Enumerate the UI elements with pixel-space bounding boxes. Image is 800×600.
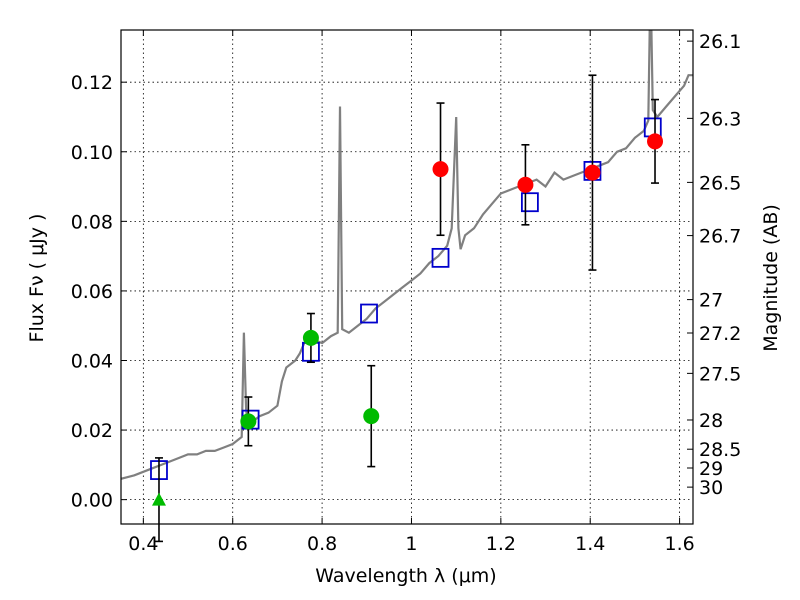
spectrum-line: [121, 30, 693, 480]
y-tick-label: 0.10: [71, 142, 113, 164]
magnitude-tick-label: 29: [699, 458, 723, 480]
points-layer: [150, 74, 664, 543]
model-square-marker: [520, 192, 539, 213]
grid-layer: [121, 30, 693, 524]
y-tick-label: 0.12: [71, 72, 113, 94]
magnitude-tick-label: 28.5: [699, 439, 741, 461]
magnitude-tick-label: 28: [699, 410, 723, 432]
x-axis-label: Wavelength λ (μm): [315, 565, 496, 587]
nir-flux-marker: [647, 133, 664, 150]
nir-flux-marker: [432, 161, 449, 178]
model-square-marker: [360, 303, 378, 324]
magnitude-tick-label: 26.5: [699, 172, 741, 194]
model-square-marker: [431, 247, 450, 268]
magnitude-tick-label: 27.2: [699, 323, 741, 345]
x-tick-label: 1.4: [575, 533, 605, 555]
y-tick-label: 0.00: [71, 490, 113, 512]
y-tick-label: 0.02: [71, 420, 113, 442]
magnitude-tick-label: 26.3: [699, 108, 741, 130]
optical-flux-marker: [240, 413, 257, 430]
magnitude-tick-label: 27.5: [699, 363, 741, 385]
nir-flux-marker: [517, 176, 534, 193]
x-tick-label: 1: [405, 533, 417, 555]
y-tick-label: 0.08: [71, 211, 113, 233]
axes-layer: 0.4 0.6 0.8 1 1.2 1.4 1.6 0.00 0.02 0.04 0.06 0.08 0…: [71, 29, 741, 555]
nir-flux-marker: [584, 164, 601, 181]
optical-flux-marker: [302, 329, 319, 346]
x-tick-label: 1.6: [664, 533, 694, 555]
y-axis-label-left: Flux Fν ( μJy ): [26, 214, 48, 343]
optical-upper-limit-marker: [151, 492, 166, 506]
spectrum-layer: [121, 30, 693, 480]
x-tick-label: 0.6: [218, 533, 248, 555]
x-tick-label: 1.2: [486, 533, 516, 555]
magnitude-tick-label: 26.1: [699, 31, 741, 53]
y-tick-label: 0.04: [71, 350, 113, 372]
magnitude-tick-label: 27: [699, 290, 723, 312]
y-tick-label: 0.06: [71, 281, 113, 303]
optical-flux-marker: [363, 408, 380, 425]
x-tick-label: 0.4: [128, 533, 158, 555]
plot-frame: [120, 29, 694, 525]
y-axis-label-right: Magnitude (AB): [760, 204, 782, 352]
magnitude-tick-label: 26.7: [699, 226, 741, 248]
x-tick-label: 0.8: [307, 533, 337, 555]
magnitude-tick-label: 30: [699, 477, 723, 499]
